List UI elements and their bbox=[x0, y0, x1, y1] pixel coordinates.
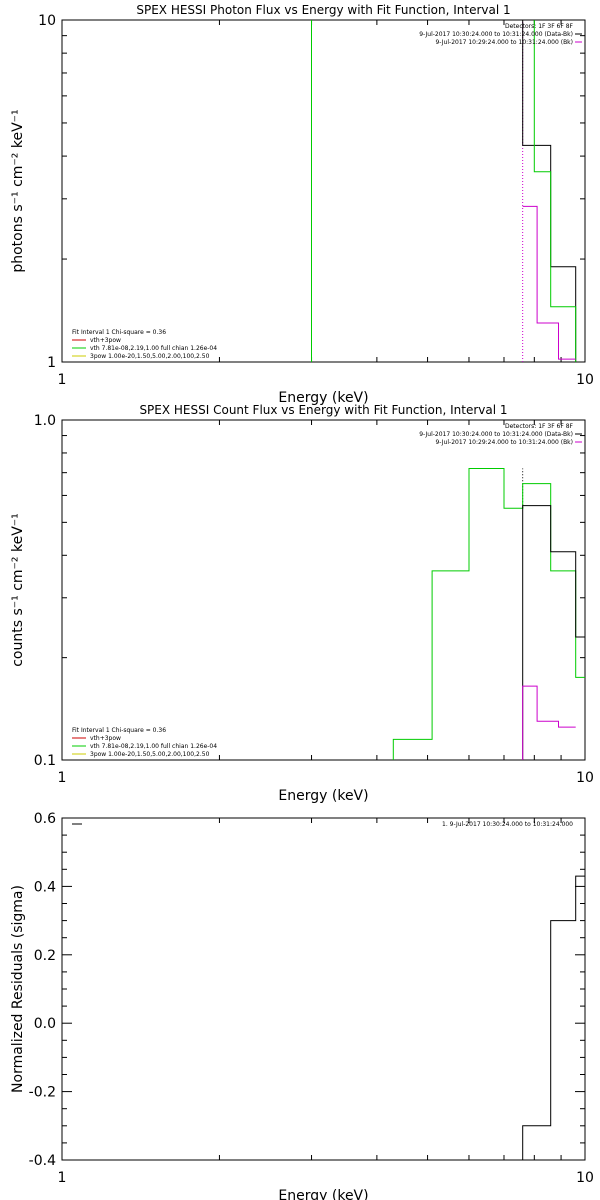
series-line bbox=[522, 875, 585, 1160]
legend-bottom-entry: vth 7.81e-08,2.19,1.00 full chian 1.26e-… bbox=[90, 743, 217, 750]
x-tick-label: 10 bbox=[576, 372, 594, 388]
series-line bbox=[533, 20, 577, 362]
y-tick-label: 0.4 bbox=[34, 879, 56, 895]
legend-top-entry: 9-Jul-2017 10:30:24.000 to 10:31:24.000 … bbox=[419, 31, 573, 38]
legend-top-entry: 9-Jul-2017 10:30:24.000 to 10:31:24.000 … bbox=[419, 431, 573, 438]
x-axis-label: Energy (keV) bbox=[278, 390, 368, 406]
x-tick-label: 1 bbox=[58, 770, 67, 786]
plot-frame-1 bbox=[61, 19, 586, 363]
series-line bbox=[522, 205, 576, 360]
legend-bottom-entry: Fit Interval 1 Chi-square = 0.36 bbox=[72, 329, 166, 336]
y-tick-label: -0.2 bbox=[29, 1085, 56, 1101]
legend-top-entry: 9-Jul-2017 10:29:24.000 to 10:31:24.000 … bbox=[435, 39, 573, 46]
legend-bottom-entry: vth+3pow bbox=[90, 735, 121, 742]
series-line bbox=[392, 468, 585, 760]
legend-bottom-entry: Fit Interval 1 Chi-square = 0.36 bbox=[72, 727, 166, 734]
legend-bottom-entry: vth 7.81e-08,2.19,1.00 full chian 1.26e-… bbox=[90, 345, 217, 352]
y-axis-label: photons s⁻¹ cm⁻² keV⁻¹ bbox=[10, 109, 26, 272]
x-tick-label: 10 bbox=[576, 770, 594, 786]
y-tick-label: 0.6 bbox=[34, 811, 56, 827]
x-tick-label: 10 bbox=[576, 1170, 594, 1186]
legend-bottom-entry: 3pow 1.00e-20,1.50,5.00,2.00,100,2.50 bbox=[90, 751, 210, 758]
y-tick-label: 1 bbox=[47, 355, 56, 371]
x-tick-label: 1 bbox=[58, 372, 67, 388]
y-tick-label: 0.1 bbox=[34, 753, 56, 769]
y-tick-label: -0.4 bbox=[29, 1153, 56, 1169]
y-tick-label: 0.2 bbox=[34, 948, 56, 964]
y-axis-label: Normalized Residuals (sigma) bbox=[10, 885, 26, 1093]
plot-title: SPEX HESSI Photon Flux vs Energy with Fi… bbox=[136, 3, 510, 17]
series-line bbox=[522, 20, 577, 362]
legend-bottom-entry: vth+3pow bbox=[90, 337, 121, 344]
x-tick-label: 1 bbox=[58, 1170, 67, 1186]
legend-top-entry: Detectors: 1F 3F 6F 8F bbox=[505, 23, 574, 30]
plot-title: SPEX HESSI Count Flux vs Energy with Fit… bbox=[139, 403, 507, 417]
legend-bottom-entry: 3pow 1.00e-20,1.50,5.00,2.00,100,2.50 bbox=[90, 353, 210, 360]
series-line bbox=[522, 505, 585, 760]
y-tick-label: 0.0 bbox=[34, 1016, 56, 1032]
legend-top-entry: 1. 9-Jul-2017 10:30:24.000 to 10:31:24.0… bbox=[442, 821, 573, 828]
y-tick-label: 1.0 bbox=[34, 413, 56, 429]
y-tick-label: 10 bbox=[38, 13, 56, 29]
legend-top-entry: 9-Jul-2017 10:29:24.000 to 10:31:24.000 … bbox=[435, 439, 573, 446]
series-line bbox=[522, 685, 576, 760]
plot-frame-2 bbox=[61, 419, 586, 761]
plot-frame-3 bbox=[61, 817, 586, 1161]
x-axis-label: Energy (keV) bbox=[278, 788, 368, 804]
y-axis-label: counts s⁻¹ cm⁻² keV⁻¹ bbox=[10, 513, 26, 667]
legend-top-entry: Detectors: 1F 3F 6F 8F bbox=[505, 423, 574, 430]
x-axis-label: Energy (keV) bbox=[278, 1188, 368, 1200]
